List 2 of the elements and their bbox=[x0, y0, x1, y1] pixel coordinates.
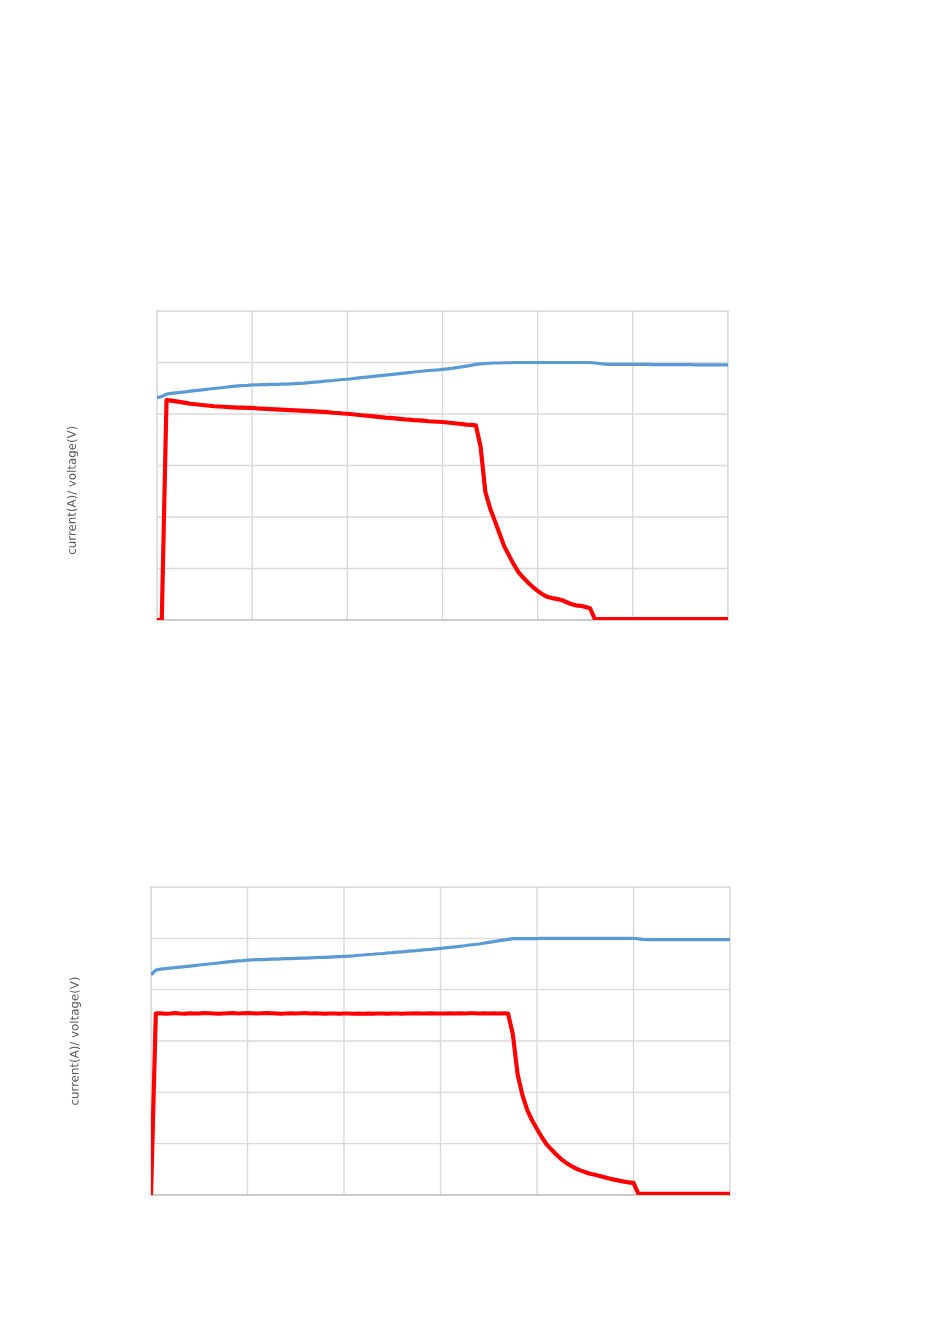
y-axis-title: current(A)/ voltage(V) bbox=[69, 977, 81, 1105]
y-axis-title: current(A)/ voltage(V) bbox=[66, 426, 79, 555]
